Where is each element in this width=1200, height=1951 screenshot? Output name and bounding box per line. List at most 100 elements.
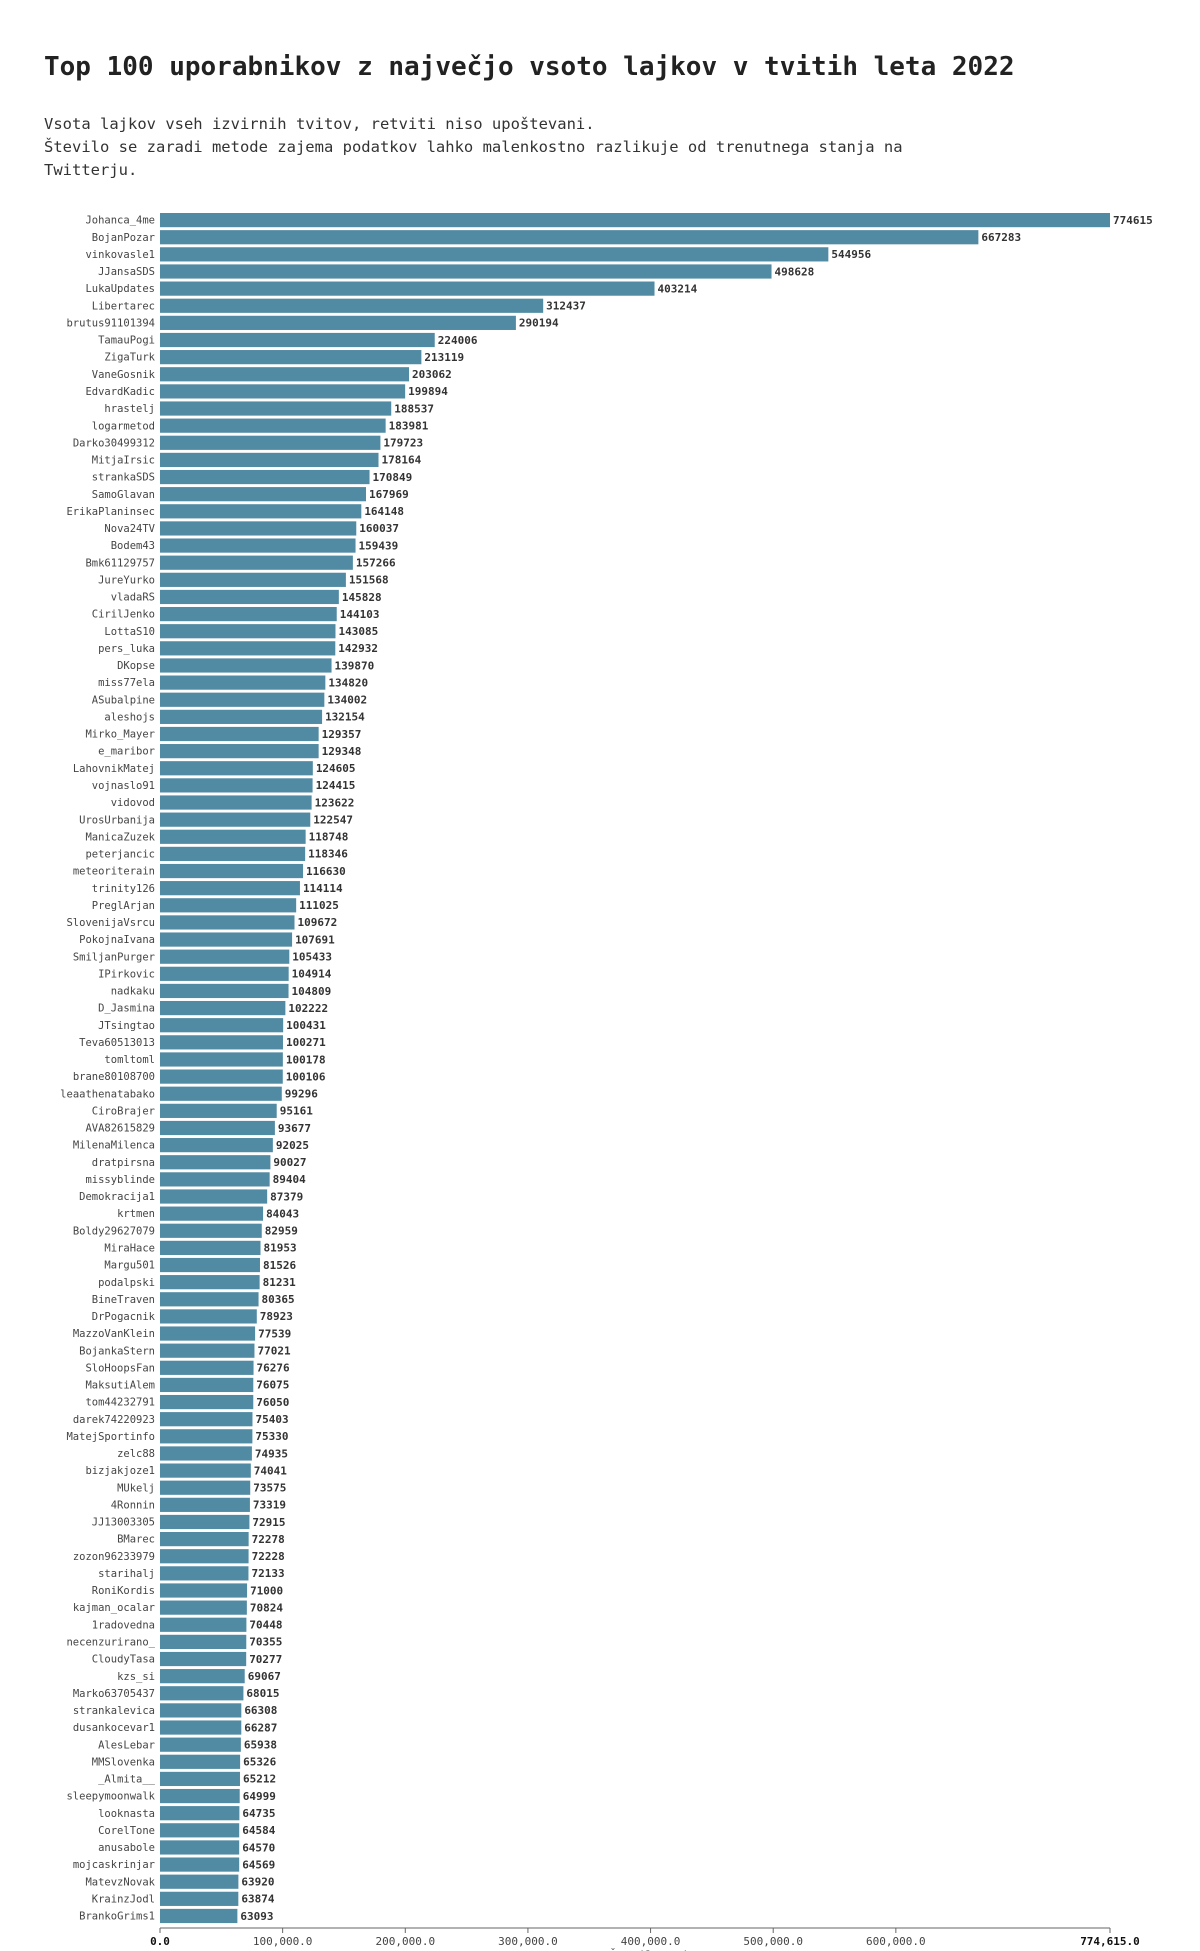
bar xyxy=(160,487,366,502)
bar xyxy=(160,1138,273,1153)
x-tick-label: 200,000.0 xyxy=(375,1935,435,1948)
bar xyxy=(160,1240,261,1255)
value-label: 179723 xyxy=(383,437,423,450)
category-label: kzs_si xyxy=(117,1671,155,1683)
category-label: e_maribor xyxy=(98,746,155,758)
category-label: vinkovasle1 xyxy=(85,249,155,261)
bar xyxy=(160,469,370,485)
bar xyxy=(160,401,392,416)
category-label: nadkaku xyxy=(111,986,155,998)
category-label: MUkelj xyxy=(117,1482,155,1494)
category-label: JJansaSDS xyxy=(98,266,155,278)
category-label: vidovod xyxy=(111,797,155,809)
value-label: 498628 xyxy=(775,265,815,278)
category-label: Nova24TV xyxy=(104,523,155,535)
category-label: Margu501 xyxy=(104,1260,155,1272)
value-label: 145828 xyxy=(342,591,382,604)
category-label: CiroBrajer xyxy=(92,1105,155,1117)
category-label: necenzurirano_ xyxy=(66,1636,155,1648)
value-label: 66287 xyxy=(244,1721,277,1734)
value-label: 124415 xyxy=(316,779,356,792)
category-label: strankalevica xyxy=(73,1705,155,1717)
category-label: tom44232791 xyxy=(85,1397,155,1409)
value-label: 65938 xyxy=(244,1738,277,1751)
value-label: 80365 xyxy=(262,1293,295,1306)
x-axis-title: Število tvitov xyxy=(609,1948,710,1951)
value-label: 75330 xyxy=(255,1430,288,1443)
bar xyxy=(160,1343,255,1358)
category-label: PreglArjan xyxy=(92,900,155,912)
bar xyxy=(160,589,339,605)
bar xyxy=(160,1000,286,1016)
category-label: DKopse xyxy=(117,660,155,672)
category-label: tomltoml xyxy=(104,1054,155,1066)
value-label: 100431 xyxy=(286,1019,326,1032)
bar xyxy=(160,1737,241,1752)
bar xyxy=(160,915,295,930)
category-label: MilenaMilenca xyxy=(73,1140,155,1152)
value-label: 199894 xyxy=(408,385,448,398)
bar xyxy=(160,1480,251,1495)
category-label: Darko30499312 xyxy=(73,437,155,449)
category-label: MatevzNovak xyxy=(85,1876,155,1888)
category-label: SlovenijaVsrcu xyxy=(66,917,155,929)
bar xyxy=(160,452,379,468)
category-label: vojnaslo91 xyxy=(92,780,155,792)
value-label: 74935 xyxy=(255,1447,288,1460)
category-label: ManicaZuzek xyxy=(85,831,155,843)
value-label: 70277 xyxy=(249,1653,282,1666)
category-label: Johanca_4me xyxy=(85,215,155,227)
category-label: mojcaskrinjar xyxy=(73,1859,155,1871)
bar xyxy=(160,315,516,330)
category-label: zozon96233979 xyxy=(73,1551,155,1563)
value-label: 157266 xyxy=(356,557,396,570)
value-label: 77539 xyxy=(258,1327,291,1340)
bar xyxy=(160,692,325,707)
value-label: 224006 xyxy=(438,334,478,347)
value-label: 104809 xyxy=(292,985,332,998)
category-label: MazzoVanKlein xyxy=(73,1328,155,1340)
value-label: 77021 xyxy=(257,1344,290,1357)
bar xyxy=(160,418,386,433)
bar xyxy=(160,641,336,656)
bar xyxy=(160,744,319,759)
bar xyxy=(160,726,319,742)
bar xyxy=(160,1103,277,1118)
category-label: TamauPogi xyxy=(98,335,155,347)
bar xyxy=(160,1857,240,1872)
value-label: 81231 xyxy=(263,1276,296,1289)
bar xyxy=(160,1018,284,1033)
category-label: podalpski xyxy=(98,1277,155,1289)
value-label: 178164 xyxy=(382,454,422,467)
bar xyxy=(160,949,290,964)
category-label: peterjancic xyxy=(85,849,155,861)
category-label: D_Jasmina xyxy=(98,1003,155,1015)
category-label: IPirkovic xyxy=(98,968,155,980)
value-label: 93677 xyxy=(278,1122,311,1135)
value-label: 70448 xyxy=(249,1619,282,1632)
value-label: 105433 xyxy=(292,950,332,963)
bar xyxy=(160,230,979,245)
x-tick-label: 400,000.0 xyxy=(621,1935,681,1948)
bar xyxy=(160,1446,252,1461)
value-label: 72133 xyxy=(251,1567,284,1580)
value-label: 89404 xyxy=(273,1173,306,1186)
value-label: 82959 xyxy=(265,1225,298,1238)
bar xyxy=(160,1908,238,1924)
value-label: 151568 xyxy=(349,574,389,587)
value-label: 160037 xyxy=(359,522,399,535)
value-label: 107691 xyxy=(295,933,335,946)
category-label: missyblinde xyxy=(85,1174,155,1186)
value-label: 76050 xyxy=(256,1396,289,1409)
value-label: 143085 xyxy=(338,625,378,638)
value-label: 66308 xyxy=(244,1704,277,1717)
bar xyxy=(160,384,406,399)
category-label: BineTraven xyxy=(92,1294,155,1306)
category-label: brane80108700 xyxy=(73,1071,155,1083)
category-label: LukaUpdates xyxy=(85,283,155,295)
subtitle-line-3: Twitterju. xyxy=(44,161,138,179)
category-label: DrPogacnik xyxy=(92,1311,156,1323)
value-label: 73575 xyxy=(253,1482,286,1495)
category-label: BMarec xyxy=(117,1534,155,1546)
bar xyxy=(160,1514,250,1530)
